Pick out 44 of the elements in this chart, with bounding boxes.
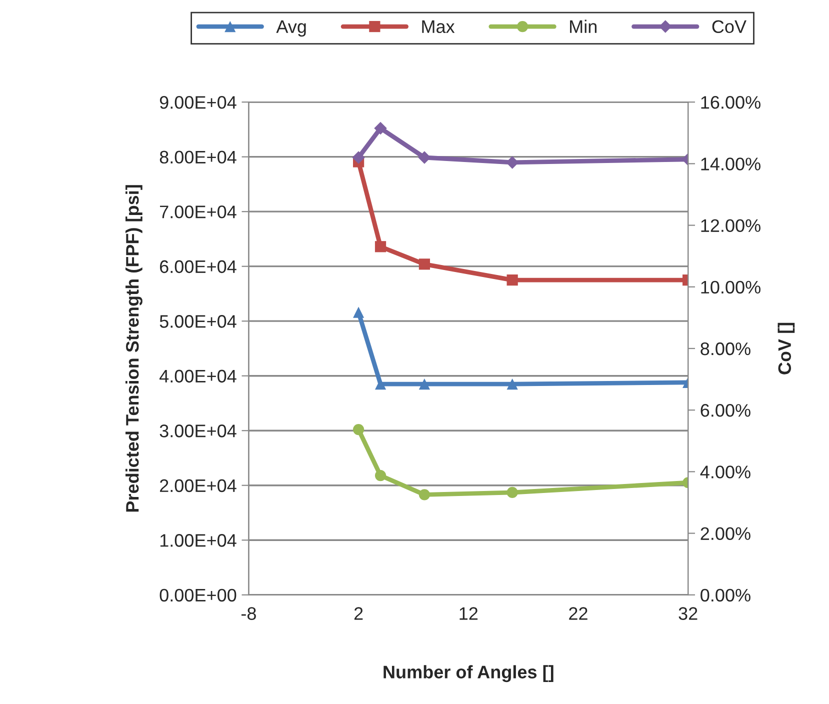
- y-tick-label: 0.00E+00: [160, 588, 236, 602]
- x-tick-label: 22: [569, 607, 588, 620]
- y2-tick-label: 10.00%: [701, 280, 760, 294]
- y2-tick-label: 14.00%: [701, 158, 760, 170]
- point: [352, 424, 364, 436]
- legend-label: Min: [570, 20, 596, 33]
- x-tick-label: 12: [460, 607, 478, 620]
- y2-tick-label: 12.00%: [701, 219, 760, 232]
- point: [506, 486, 518, 498]
- y-tick-label: 9.00E+04: [160, 96, 236, 109]
- x-tick-label: 32: [678, 607, 698, 620]
- point: [352, 151, 365, 164]
- y2-tick-label: 4.00%: [700, 466, 750, 478]
- y-tick-label: 8.00E+04: [160, 150, 236, 164]
- y-tick-label: 3.00E+04: [160, 424, 236, 438]
- y-tick-label: 6.00E+04: [160, 260, 236, 274]
- y2-tick-label: 2.00%: [700, 527, 750, 540]
- point: [374, 470, 386, 482]
- legend-label: CoV: [712, 20, 746, 34]
- point: [506, 274, 518, 286]
- y-tick-label: 5.00E+04: [160, 315, 236, 328]
- point: [418, 378, 430, 390]
- point: [506, 378, 518, 390]
- y2-tick-label: 6.00%: [700, 404, 750, 417]
- point: [352, 306, 364, 318]
- y2-tick-label: 0.00%: [700, 588, 750, 602]
- y-tick-label: 1.00E+04: [160, 534, 236, 547]
- y-tick-label: 4.00E+04: [160, 370, 236, 383]
- legend-label: Avg: [276, 20, 306, 37]
- y2-axis-title: CoV []: [778, 322, 795, 374]
- y-tick-label: 2.00E+04: [160, 479, 236, 492]
- y2-tick-label: 16.00%: [701, 96, 760, 109]
- point: [506, 156, 519, 169]
- legend-label: Max: [422, 20, 455, 34]
- y2-tick-label: 8.00%: [700, 342, 750, 356]
- x-axis-title: Number of Angles []: [384, 665, 554, 682]
- point: [418, 489, 430, 500]
- point: [374, 122, 387, 135]
- y-axis-title: Predicted Tension Strength (FPF) [psi]: [126, 185, 142, 512]
- point: [374, 241, 386, 252]
- y-tick-label: 7.00E+04: [160, 206, 236, 218]
- x-tick-label: 2: [354, 607, 363, 620]
- point: [418, 258, 430, 270]
- x-tick-label: -8: [241, 607, 256, 620]
